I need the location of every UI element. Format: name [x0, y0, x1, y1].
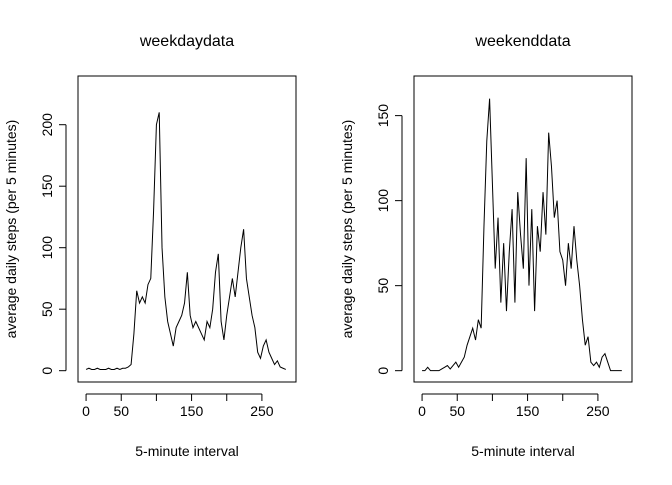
x-tick-label: 0	[418, 403, 426, 419]
data-line	[85, 112, 287, 370]
x-tick-label: 50	[449, 403, 465, 419]
y-tick-label: 50	[39, 301, 55, 317]
y-tick-label: 50	[375, 278, 391, 294]
x-tick-label: 150	[180, 403, 204, 419]
chart-title: weekenddata	[474, 33, 570, 50]
plot-box	[77, 75, 297, 383]
data-line	[422, 98, 622, 372]
y-tick-label: 0	[39, 367, 55, 375]
y-tick-label: 150	[39, 174, 55, 198]
x-axis-title: 5-minute interval	[135, 443, 239, 459]
y-tick-label: 200	[39, 113, 55, 137]
y-axis-title: average daily steps (per 5 minutes)	[3, 120, 19, 339]
y-tick-label: 100	[39, 236, 55, 260]
x-tick-label: 250	[250, 403, 274, 419]
y-axis-title: average daily steps (per 5 minutes)	[339, 120, 355, 339]
x-tick-label: 250	[586, 403, 610, 419]
y-tick-label: 0	[375, 367, 391, 375]
y-tick-label: 150	[375, 104, 391, 128]
x-tick-label: 50	[113, 403, 129, 419]
plot-box	[413, 75, 633, 383]
x-tick-label: 150	[516, 403, 540, 419]
x-axis-title: 5-minute interval	[471, 443, 575, 459]
x-tick-label: 0	[82, 403, 90, 419]
y-tick-label: 100	[375, 189, 391, 213]
chart-title: weekdaydata	[139, 33, 234, 50]
